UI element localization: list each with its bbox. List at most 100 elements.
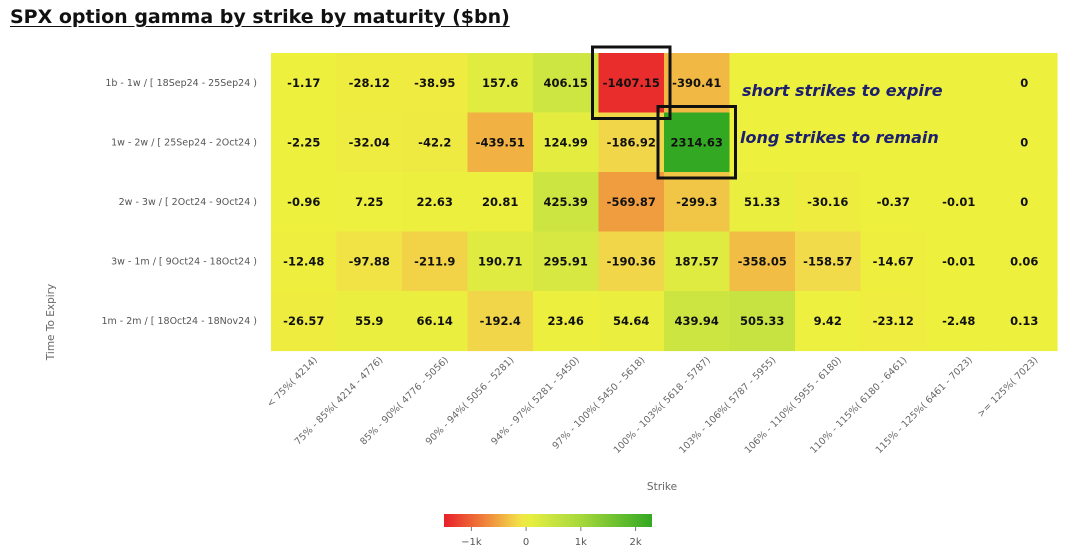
cell-value: 66.14 [417,314,453,328]
cell-value: -0.96 [287,195,320,209]
heatmap-cell [795,231,862,292]
legend-tick-label: 2k [630,537,642,548]
page-title: SPX option gamma by strike by maturity (… [10,6,510,28]
cell-value: -97.88 [349,254,390,268]
cell-value: 406.15 [544,76,588,90]
cell-value: -211.9 [414,254,455,268]
heatmap-cell [533,53,600,114]
heatmap-cell [729,231,796,292]
cell-value: -192.4 [480,314,521,328]
y-axis-title: Time To Expiry [45,284,57,361]
heatmap-cell [598,53,665,114]
cell-value: -28.12 [349,76,390,90]
heatmap-cell [729,291,796,352]
cell-value: -190.36 [607,254,656,268]
legend-tick-label: 0 [523,537,529,548]
cell-value: 0.06 [1010,254,1038,268]
heatmap-cell [336,291,403,352]
cell-value: 55.9 [355,314,383,328]
cell-value: -390.41 [672,76,721,90]
cell-value: -0.37 [877,195,910,209]
cell-value: 7.25 [355,195,383,209]
heatmap-cell [598,291,665,352]
row-label: 2w - 3w / [ 2Oct24 - 9Oct24 ) [119,197,257,208]
cell-value: -299.3 [676,195,717,209]
highlight-boxes [591,45,737,180]
column-labels: < 75%( 4214)75% - 85%( 4214 - 4776)85% -… [265,355,1040,456]
heatmap-cell [729,172,796,233]
cell-value: -38.95 [414,76,455,90]
annotation-short-strikes: short strikes to expire [742,81,943,100]
cell-value: -0.01 [942,195,975,209]
heatmap-cell [467,231,534,292]
heatmap-cell [860,231,927,292]
heatmap-cell [271,291,338,352]
cell-value: -14.67 [873,254,914,268]
cell-value: -569.87 [607,195,656,209]
heatmap-cells [271,53,1058,352]
highlight-box [591,45,672,120]
cell-value: -23.12 [873,314,914,328]
heatmap-cell [533,172,600,233]
heatmap-cell [991,172,1058,233]
cell-value: 23.46 [548,314,584,328]
heatmap-cell [664,172,731,233]
heatmap-cell [795,53,862,114]
cell-value: 51.33 [744,195,780,209]
heatmap-cell [860,291,927,352]
cell-value: 124.99 [544,135,588,149]
cell-value: -2.48 [942,314,975,328]
heatmap-cell [926,231,993,292]
x-axis-title: Strike [647,481,677,493]
cell-value: -1.17 [287,76,320,90]
cell-value: -158.57 [803,254,852,268]
heatmap-cell [860,172,927,233]
heatmap-cell [795,172,862,233]
heatmap-cell [729,53,796,114]
heatmap-cell [271,53,338,114]
cell-value: 54.64 [613,314,649,328]
row-label: 1w - 2w / [ 25Sep24 - 2Oct24 ) [111,137,257,148]
heatmap-cell [860,112,927,173]
cell-value: 20.81 [482,195,518,209]
cell-value: 9.42 [814,314,842,328]
heatmap-cell [926,172,993,233]
heatmap-cell [402,53,469,114]
cell-value: 295.91 [544,254,588,268]
annotation-long-strikes: long strikes to remain [740,128,939,147]
cell-value: -358.05 [738,254,787,268]
cell-value: 425.39 [544,195,588,209]
cell-value: -439.51 [476,135,525,149]
heatmap-cell [467,172,534,233]
cell-value: -32.04 [349,135,390,149]
cell-value: -42.2 [418,135,451,149]
cell-value: -30.16 [807,195,848,209]
heatmap-cell-values: -1.17 -28.12 -38.95 157.6 406.15 -1407.15 -390… [283,76,1038,328]
cell-value: 22.63 [417,195,453,209]
cell-value: 0 [1020,76,1028,90]
legend-tick-label: 1k [575,537,587,548]
column-label: >= 125%( 7023) [976,355,1041,420]
row-label: 3w - 1m / [ 9Oct24 - 18Oct24 ) [111,256,257,267]
heatmap-cell [271,172,338,233]
heatmap-cell [402,291,469,352]
heatmap-cell [926,53,993,114]
cell-value: 0.13 [1010,314,1038,328]
heatmap-cell [533,291,600,352]
heatmap-cell [271,231,338,292]
heatmap-cell [533,231,600,292]
row-labels: 1b - 1w / [ 18Sep24 - 25Sep24 ) 1w - 2w /… [101,78,257,327]
heatmap-cell [336,231,403,292]
heatmap-cell [729,112,796,173]
heatmap-cell [336,172,403,233]
heatmap-cell [402,231,469,292]
heatmap-cell [467,53,534,114]
heatmap-cell [533,112,600,173]
heatmap-cell [664,291,731,352]
legend-tick-label: −1k [461,537,482,548]
heatmap-cell [926,291,993,352]
heatmap-cell [926,112,993,173]
heatmap-cell [598,172,665,233]
cell-value: 2314.63 [671,135,723,149]
heatmap-cell [664,112,731,173]
